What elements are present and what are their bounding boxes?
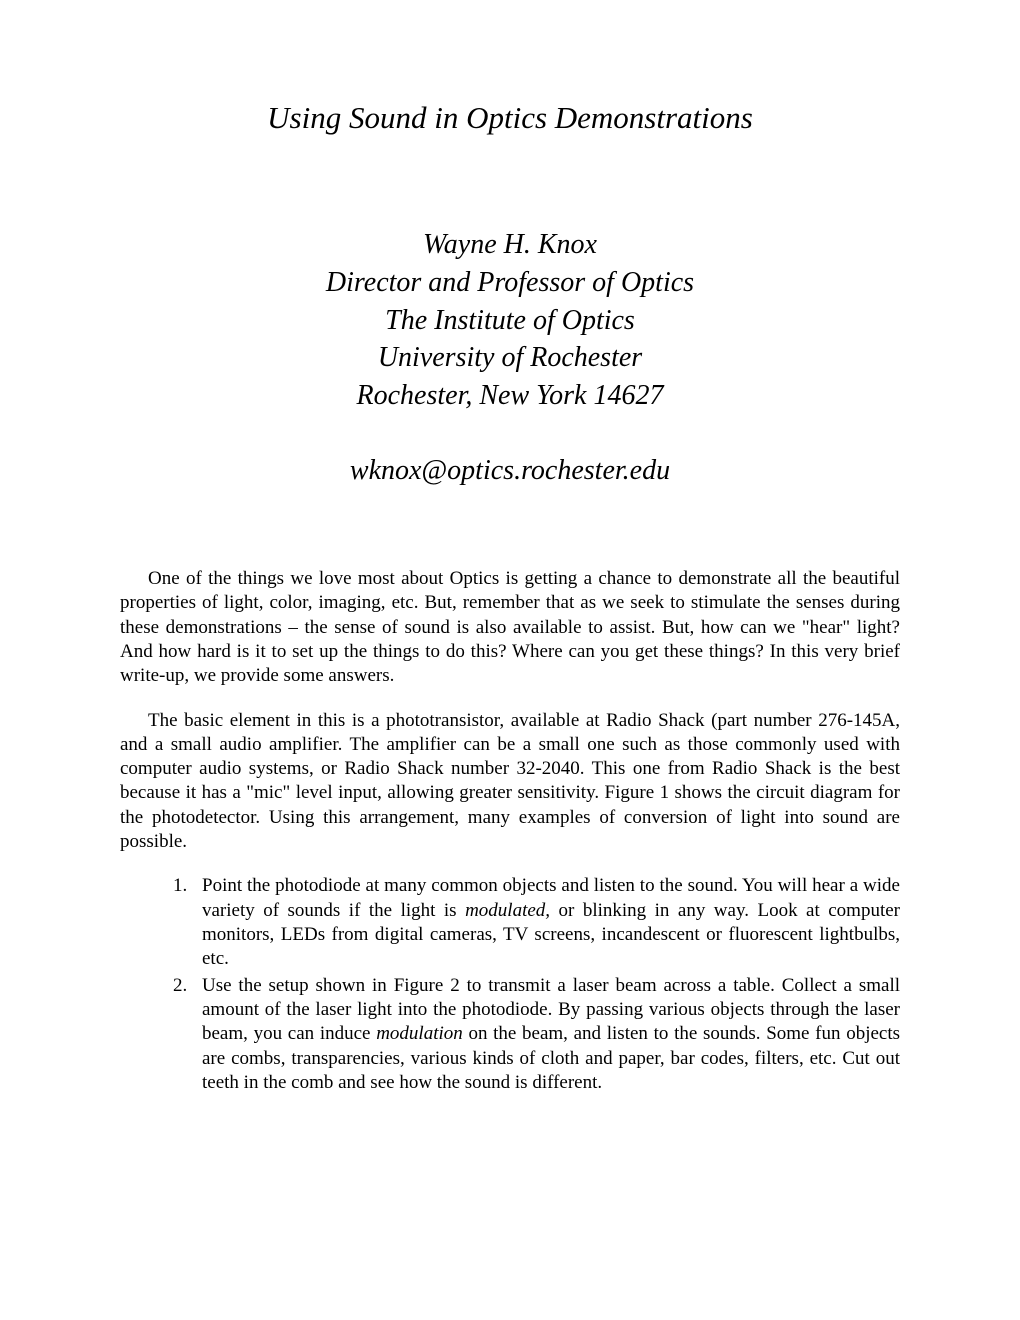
author-address: Rochester, New York 14627 xyxy=(120,377,900,415)
author-block: Wayne H. Knox Director and Professor of … xyxy=(120,226,900,415)
list-item-1: Point the photodiode at many common obje… xyxy=(192,874,900,971)
author-name: Wayne H. Knox xyxy=(120,226,900,264)
author-institute: The Institute of Optics xyxy=(120,302,900,340)
author-role: Director and Professor of Optics xyxy=(120,264,900,302)
document-page: Using Sound in Optics Demonstrations Way… xyxy=(0,0,1020,1157)
list-item-2-em: modulation xyxy=(376,1023,463,1044)
author-university: University of Rochester xyxy=(120,339,900,377)
numbered-list: Point the photodiode at many common obje… xyxy=(120,874,900,1095)
author-email: wknox@optics.rochester.edu xyxy=(120,455,900,487)
paragraph-2: The basic element in this is a phototran… xyxy=(120,709,900,855)
document-title: Using Sound in Optics Demonstrations xyxy=(120,100,900,136)
list-item-2: Use the setup shown in Figure 2 to trans… xyxy=(192,974,900,1096)
paragraph-1: One of the things we love most about Opt… xyxy=(120,567,900,689)
list-item-1-em: modulated, xyxy=(465,900,550,921)
